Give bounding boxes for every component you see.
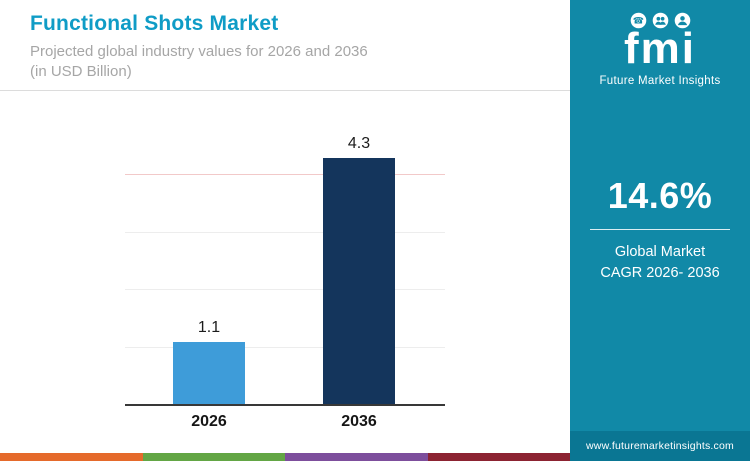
header-divider bbox=[0, 90, 570, 91]
gridline-3 bbox=[125, 231, 445, 233]
fmi-logo: ☎ bbox=[570, 0, 750, 87]
footer-stripe bbox=[0, 453, 570, 461]
x-tick-2026: 2026 bbox=[191, 413, 227, 430]
stripe-segment-purple bbox=[285, 453, 428, 461]
header: Functional Shots Market Projected global… bbox=[0, 0, 570, 81]
cagr-value: 14.6% bbox=[607, 175, 713, 216]
gridline-1 bbox=[125, 346, 445, 348]
page-title: Functional Shots Market bbox=[30, 12, 279, 35]
stripe-segment-maroon bbox=[427, 453, 570, 461]
svg-text:☎: ☎ bbox=[632, 16, 643, 26]
chart-section: Functional Shots Market Projected global… bbox=[0, 0, 570, 461]
bar-2036 bbox=[323, 157, 395, 405]
logo-text: fmi bbox=[624, 24, 696, 73]
plot-area: 1.1 4.3 bbox=[125, 125, 445, 406]
stripe-segment-green bbox=[142, 453, 285, 461]
bar-value-label-2026: 1.1 bbox=[197, 318, 221, 336]
bar-2026 bbox=[173, 341, 245, 405]
gridline-4 bbox=[125, 174, 445, 175]
stat-divider bbox=[590, 229, 730, 230]
x-tick-2036: 2036 bbox=[341, 413, 377, 430]
bar-group-2036: 4.3 bbox=[323, 135, 395, 405]
website-link[interactable]: www.futuremarketinsights.com bbox=[570, 431, 750, 461]
x-axis-line bbox=[125, 404, 445, 406]
cagr-label-line1: Global Market bbox=[614, 244, 706, 260]
subtitle-line1: Projected global industry values for 202… bbox=[30, 43, 368, 60]
brand-panel: ☎ bbox=[570, 0, 750, 461]
group-icon bbox=[652, 12, 669, 29]
bar-group-2026: 1.1 bbox=[173, 319, 245, 405]
logo-icons: ☎ bbox=[570, 12, 750, 29]
brand-name: Future Market Insights bbox=[599, 75, 721, 87]
phone-icon: ☎ bbox=[630, 12, 647, 29]
stripe-segment-orange bbox=[0, 453, 143, 461]
gridline-2 bbox=[125, 289, 445, 290]
person-icon bbox=[674, 12, 691, 29]
subtitle-line2: (in USD Billion) bbox=[30, 62, 132, 80]
cagr-label-line2: CAGR 2026- 2036 bbox=[600, 265, 720, 282]
cagr-stat: 14.6% Global Market CAGR 2026- 2036 bbox=[570, 175, 750, 284]
bar-value-label-2036: 4.3 bbox=[347, 134, 371, 152]
x-axis-labels: 2026 2036 bbox=[125, 413, 445, 437]
